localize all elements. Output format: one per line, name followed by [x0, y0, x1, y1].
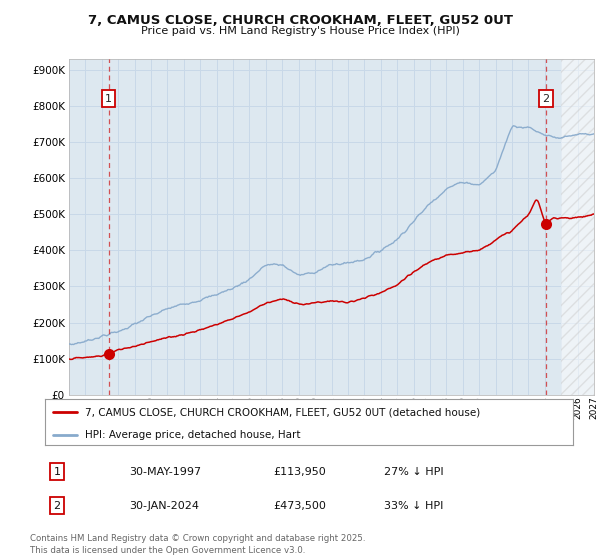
Text: 7, CAMUS CLOSE, CHURCH CROOKHAM, FLEET, GU52 0UT (detached house): 7, CAMUS CLOSE, CHURCH CROOKHAM, FLEET, …: [85, 407, 480, 417]
Text: 30-MAY-1997: 30-MAY-1997: [129, 466, 201, 477]
Text: 33% ↓ HPI: 33% ↓ HPI: [384, 501, 443, 511]
Text: Contains HM Land Registry data © Crown copyright and database right 2025.
This d: Contains HM Land Registry data © Crown c…: [30, 534, 365, 555]
Text: 2: 2: [542, 94, 550, 104]
Text: 7, CAMUS CLOSE, CHURCH CROOKHAM, FLEET, GU52 0UT: 7, CAMUS CLOSE, CHURCH CROOKHAM, FLEET, …: [88, 14, 512, 27]
Text: £113,950: £113,950: [273, 466, 326, 477]
Text: 2: 2: [53, 501, 61, 511]
Text: 30-JAN-2024: 30-JAN-2024: [129, 501, 199, 511]
Text: Price paid vs. HM Land Registry's House Price Index (HPI): Price paid vs. HM Land Registry's House …: [140, 26, 460, 36]
Text: £473,500: £473,500: [273, 501, 326, 511]
Text: 1: 1: [53, 466, 61, 477]
Text: 27% ↓ HPI: 27% ↓ HPI: [384, 466, 443, 477]
Text: HPI: Average price, detached house, Hart: HPI: Average price, detached house, Hart: [85, 430, 300, 440]
Text: 1: 1: [105, 94, 112, 104]
Bar: [561, 59, 594, 395]
